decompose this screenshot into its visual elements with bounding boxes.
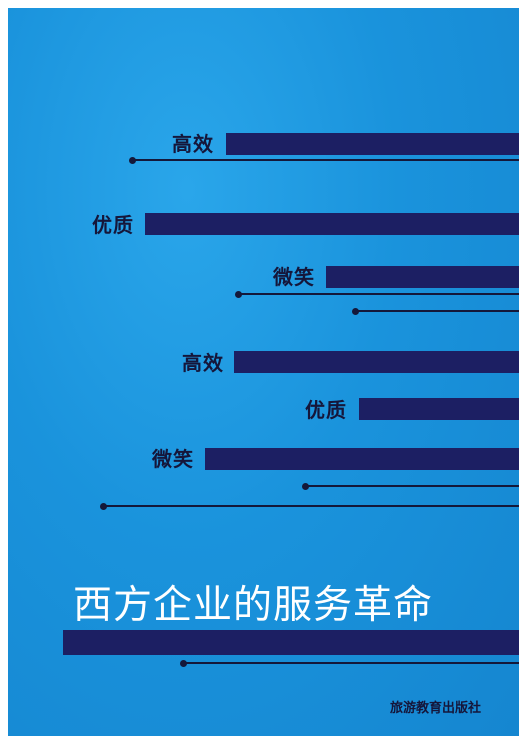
cover-bar-4 [234,351,519,373]
cover-bar-1 [226,133,519,155]
cover-label-smile-2: 微笑 [152,447,194,471]
cover-bar-5 [359,398,519,420]
cover-line-3 [352,307,519,315]
cover-label-quality-2: 优质 [305,398,347,422]
cover-label-smile-1: 微笑 [273,265,315,289]
cover-line-2 [235,290,519,298]
book-cover: 高效 优质 微笑 高效 优质 微笑 西方企业的服务革命 旅游教育出版社 [8,8,519,736]
line-dot [129,156,136,164]
cover-bar-6 [205,448,519,470]
line-dot [100,502,107,510]
line-dot [180,659,187,667]
cover-bar-2 [145,213,519,235]
cover-label-efficient-2: 高效 [182,351,224,375]
title-bar [63,630,519,655]
publisher-name: 旅游教育出版社 [390,701,482,716]
cover-line-1 [129,156,519,164]
book-title: 西方企业的服务革命 [73,583,434,628]
cover-label-quality-1: 优质 [92,213,134,237]
cover-line-4 [302,482,519,490]
cover-line-5 [100,502,519,510]
line-dot [302,482,309,490]
cover-line-6 [180,659,519,667]
line-dot [235,290,242,298]
cover-label-efficient-1: 高效 [172,132,214,156]
cover-bar-3 [326,266,519,288]
line-dot [352,307,359,315]
